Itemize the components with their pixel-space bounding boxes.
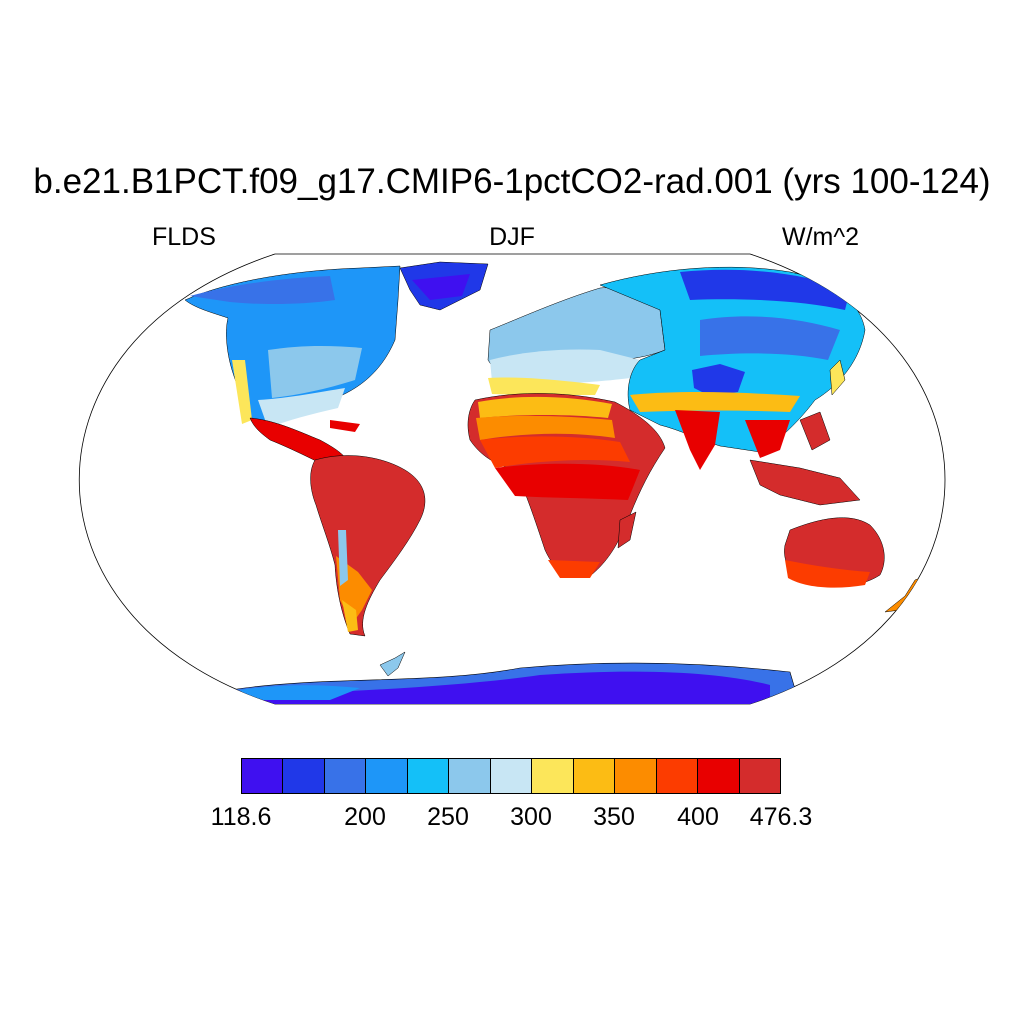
colorbar-box xyxy=(532,759,574,793)
japan-region xyxy=(829,359,846,396)
colorbar-tick-label: 476.3 xyxy=(749,803,813,831)
plot-title: b.e21.B1PCT.f09_g17.CMIP6-1pctCO2-rad.00… xyxy=(33,162,991,201)
colorbar-tick-label: 250 xyxy=(427,803,469,831)
colorbar-tick-label: 200 xyxy=(344,803,386,831)
colorbar-tick-label: 400 xyxy=(677,803,719,831)
units-label: W/m^2 xyxy=(782,223,860,251)
colorbar-box xyxy=(615,759,657,793)
colorbar-box xyxy=(490,759,533,793)
colorbar-box xyxy=(449,759,491,793)
australia-region xyxy=(784,517,885,588)
colorbar xyxy=(241,758,781,794)
colorbar-box xyxy=(739,759,781,793)
colorbar-box xyxy=(407,759,450,793)
antarctica-region xyxy=(219,651,801,704)
colorbar-box xyxy=(242,759,284,793)
variable-label: FLDS xyxy=(152,223,216,251)
colorbar-box xyxy=(324,759,367,793)
colorbar-box xyxy=(573,759,616,793)
europe-region xyxy=(487,284,666,395)
africa-region xyxy=(467,393,666,578)
colorbar-box xyxy=(366,759,408,793)
colorbar-tick-label: 350 xyxy=(593,803,635,831)
south-america-region xyxy=(310,455,426,637)
maritime-asia-region xyxy=(749,411,861,506)
colorbar-box xyxy=(656,759,699,793)
colorbar-tick-label: 300 xyxy=(510,803,552,831)
colorbar-box xyxy=(283,759,325,793)
colorbar-tick-label: 118.6 xyxy=(210,803,272,831)
north-america-region xyxy=(184,265,401,469)
asia-region xyxy=(599,266,866,470)
greenland-region xyxy=(399,261,489,311)
colorbar-box xyxy=(698,759,740,793)
season-label: DJF xyxy=(489,223,535,251)
